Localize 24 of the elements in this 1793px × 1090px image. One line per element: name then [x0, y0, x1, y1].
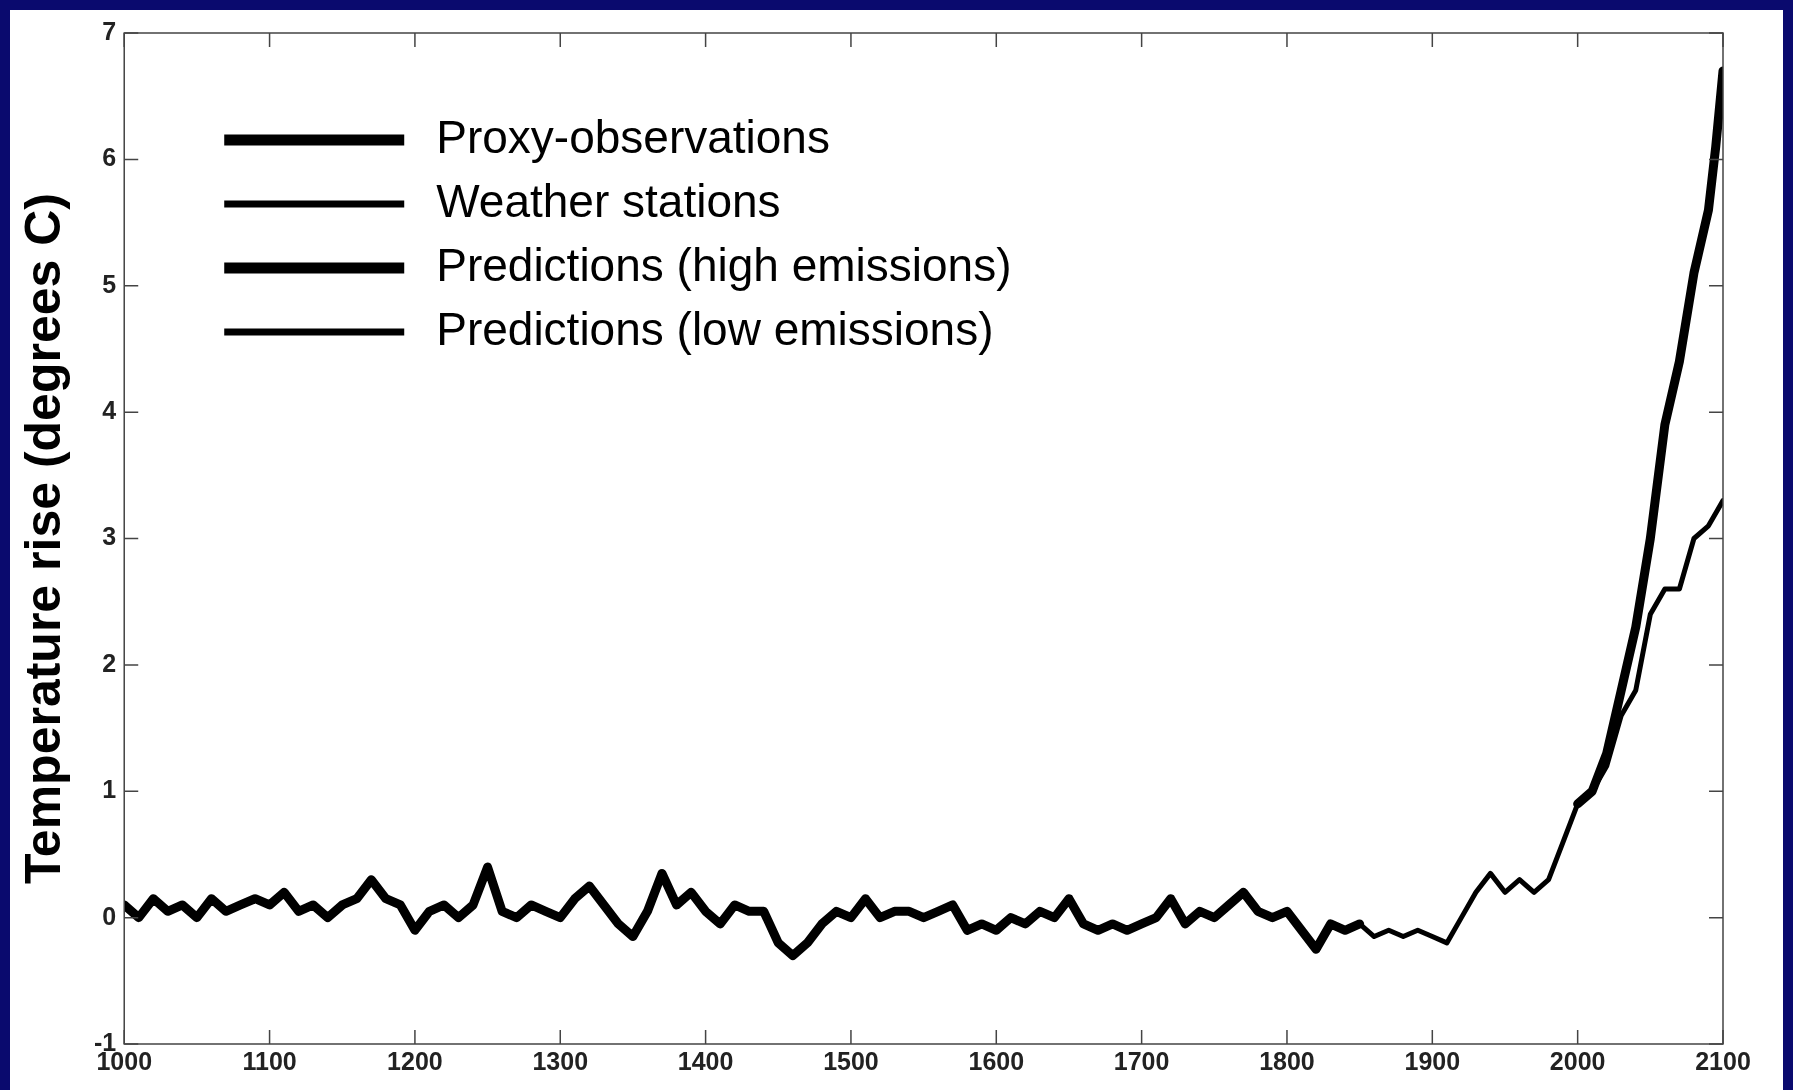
x-tick-label: 1700	[1113, 1046, 1170, 1075]
legend-label: Predictions (high emissions)	[436, 238, 1012, 291]
y-tick-label: 7	[102, 16, 117, 45]
x-tick-label: 1200	[387, 1046, 443, 1075]
x-tick-label: 2000	[1549, 1046, 1606, 1075]
y-tick-label: 4	[102, 396, 117, 425]
legend-label: Proxy-observations	[436, 110, 830, 163]
x-tick-label: 1900	[1404, 1046, 1461, 1075]
legend-label: Weather stations	[436, 174, 781, 227]
x-tick-label: 1600	[968, 1046, 1025, 1075]
y-axis-title: Temperature rise (degrees C)	[14, 193, 71, 884]
x-tick-label: 1400	[677, 1046, 734, 1075]
y-tick-label: 1	[102, 775, 117, 804]
y-tick-label: 3	[102, 522, 117, 551]
x-tick-label: 2100	[1695, 1046, 1751, 1075]
y-tick-label: 2	[102, 648, 117, 677]
legend-label: Predictions (low emissions)	[436, 302, 994, 355]
x-tick-label: 1500	[823, 1046, 879, 1075]
y-tick-label: 5	[102, 269, 117, 298]
x-tick-label: 1300	[532, 1046, 589, 1075]
x-tick-label: 1800	[1259, 1046, 1315, 1075]
y-tick-label: 0	[102, 901, 117, 930]
y-tick-label: 6	[102, 143, 117, 172]
x-tick-label: 1100	[242, 1046, 297, 1075]
